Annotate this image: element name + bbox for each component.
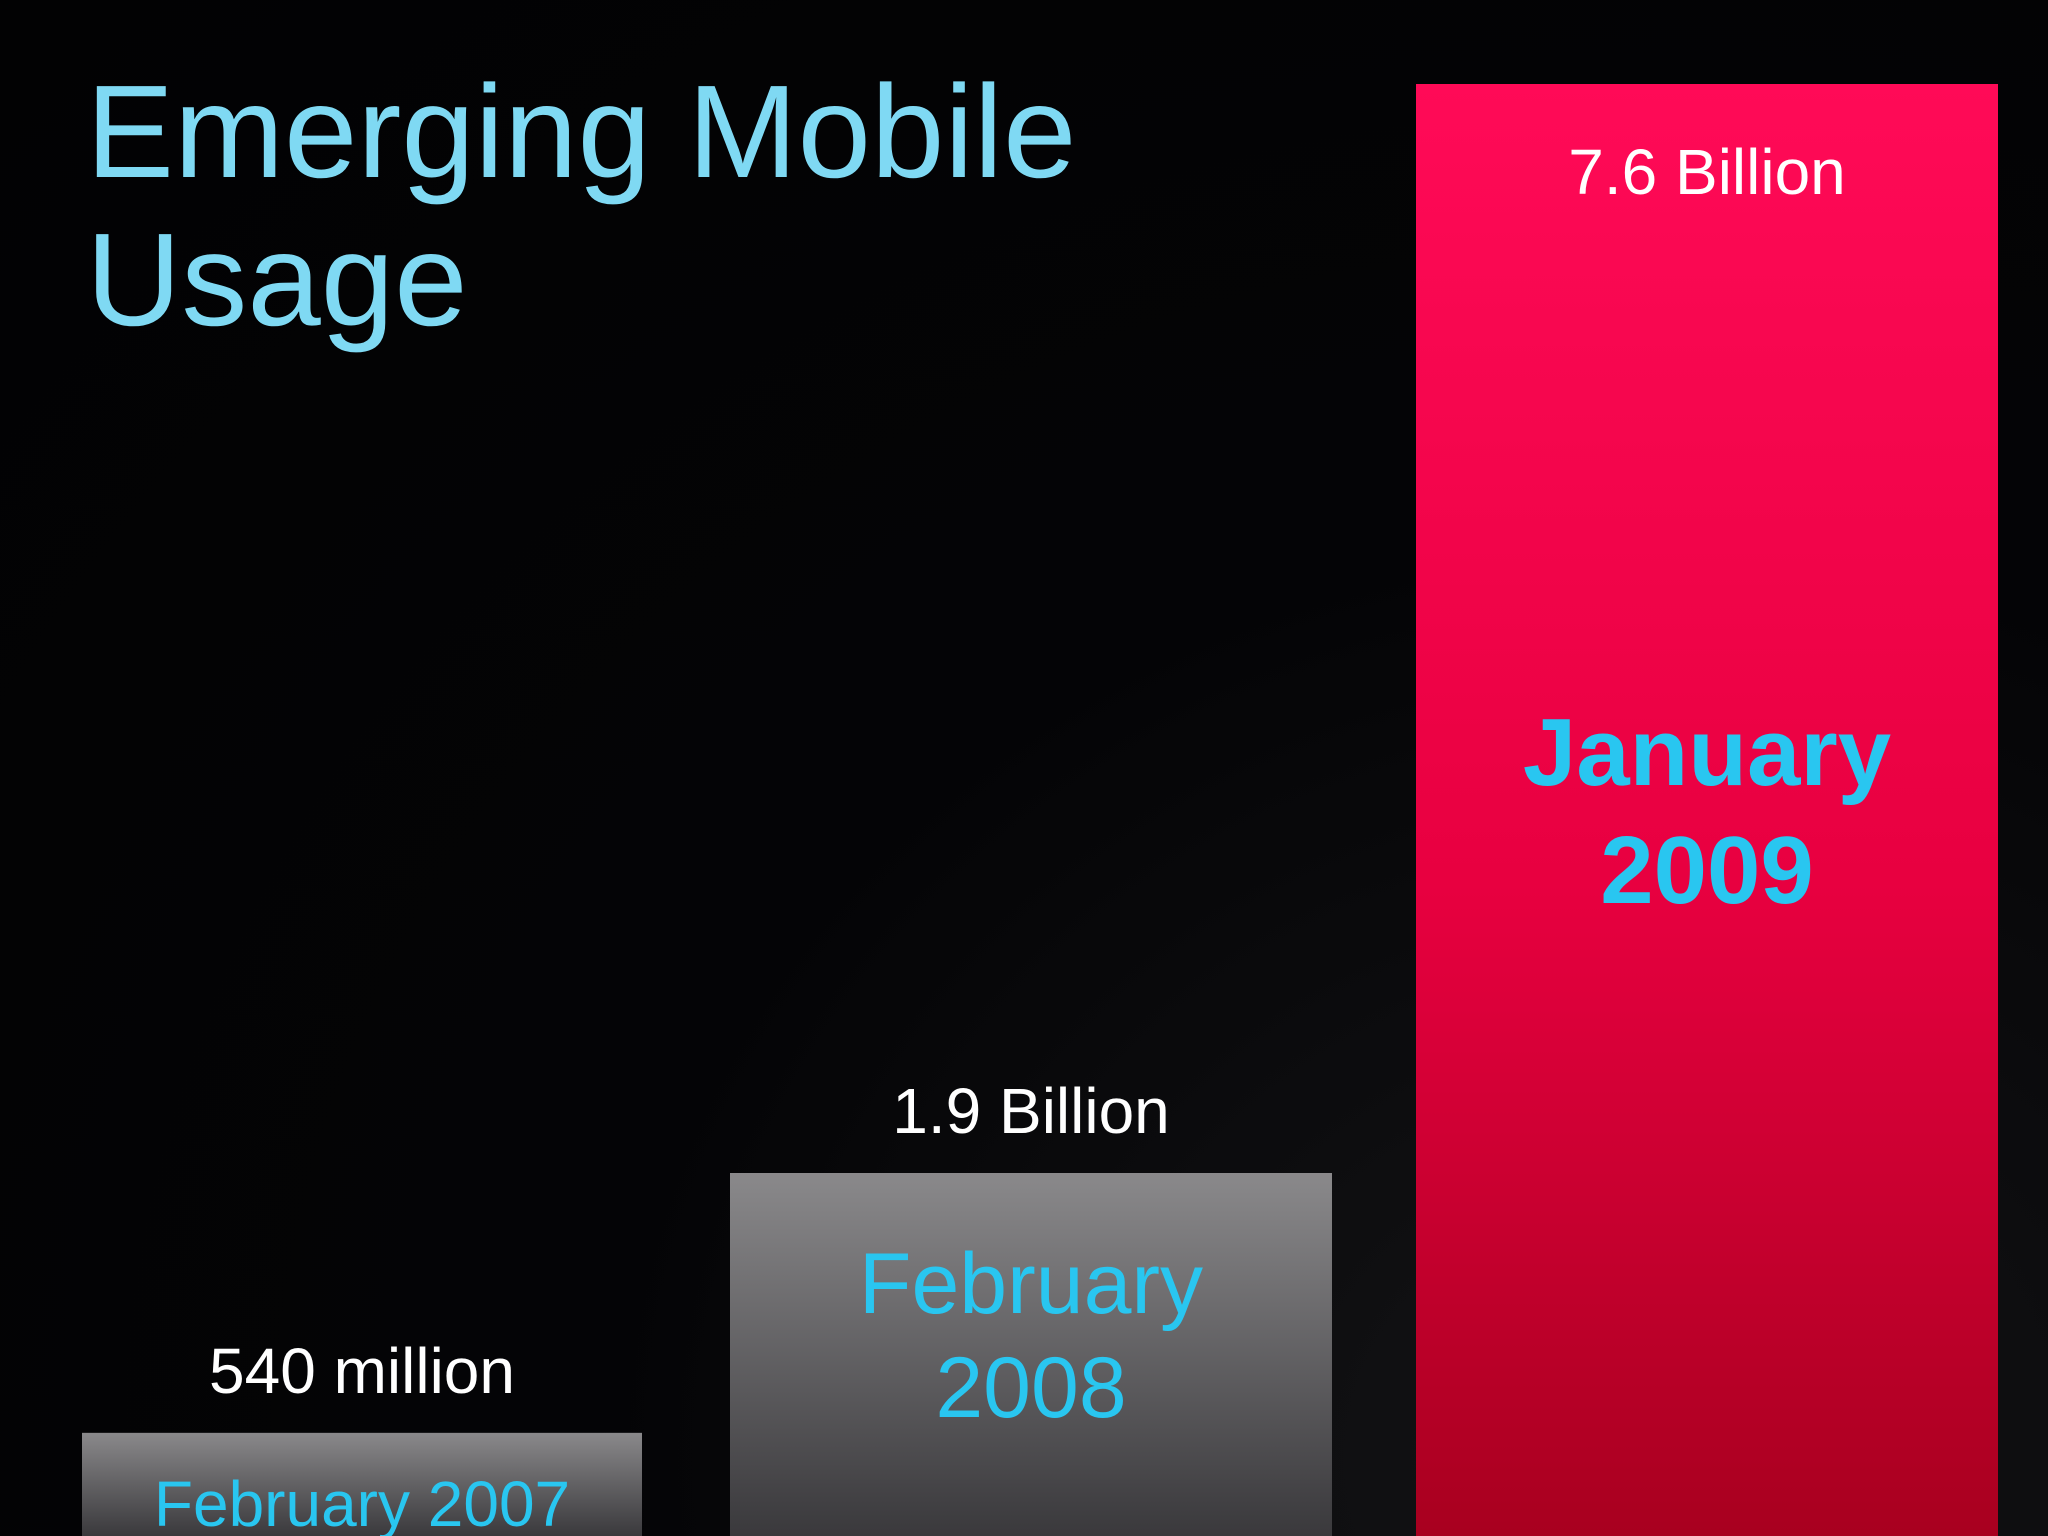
value-label-2: 1.9 Billion bbox=[892, 1075, 1170, 1147]
value-label-1: 540 million bbox=[209, 1335, 515, 1407]
category-label-2: February 2008 bbox=[859, 1236, 1203, 1436]
bar-1 bbox=[82, 1432, 642, 1536]
bar-3 bbox=[1416, 84, 1998, 1536]
value-label-3: 7.6 Billion bbox=[1568, 136, 1846, 208]
category-label-1: February 2007 bbox=[154, 1468, 570, 1536]
category-label-3: January 2009 bbox=[1523, 699, 1891, 924]
bar-2 bbox=[730, 1173, 1332, 1536]
slide-title: Emerging Mobile Usage bbox=[86, 58, 1077, 353]
bars-group: 540 million February 2007 1.9 Billion Febru… bbox=[82, 84, 1998, 1536]
